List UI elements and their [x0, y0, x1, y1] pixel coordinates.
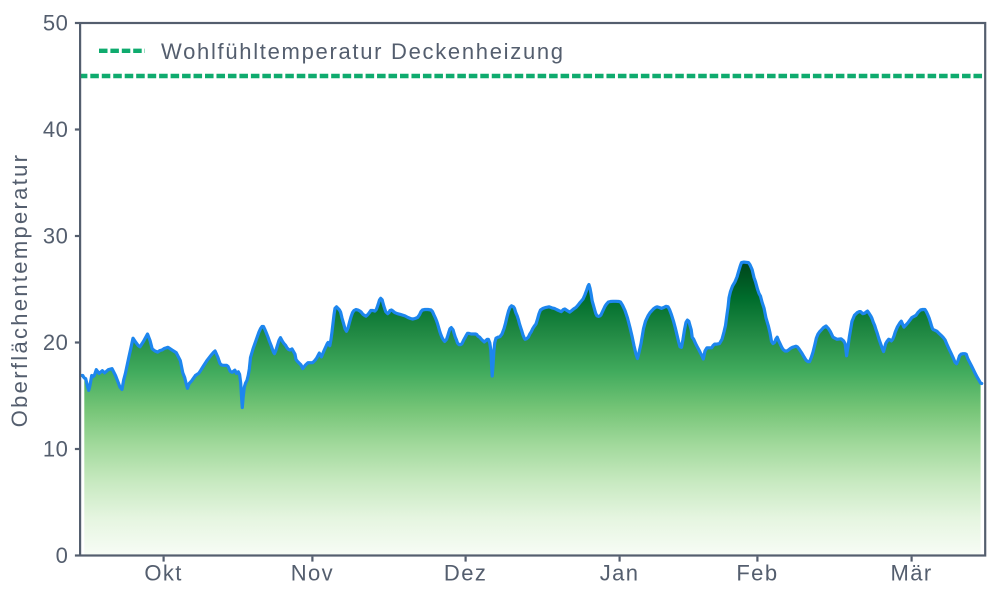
svg-text:Nov: Nov [291, 561, 334, 586]
svg-text:20: 20 [43, 330, 69, 355]
svg-text:Feb: Feb [736, 561, 778, 586]
svg-text:40: 40 [43, 117, 69, 142]
svg-text:0: 0 [56, 543, 69, 568]
svg-text:Dez: Dez [444, 561, 487, 586]
svg-text:30: 30 [43, 224, 69, 249]
svg-text:Okt: Okt [144, 561, 182, 586]
svg-text:10: 10 [43, 437, 69, 462]
svg-text:Wohlfühltemperatur Deckenheizu: Wohlfühltemperatur Deckenheizung [161, 39, 565, 64]
svg-text:Jan: Jan [600, 561, 640, 586]
svg-text:Mär: Mär [891, 561, 933, 586]
svg-text:50: 50 [43, 11, 69, 36]
svg-text:Oberflächentemperatur: Oberflächentemperatur [7, 153, 32, 428]
